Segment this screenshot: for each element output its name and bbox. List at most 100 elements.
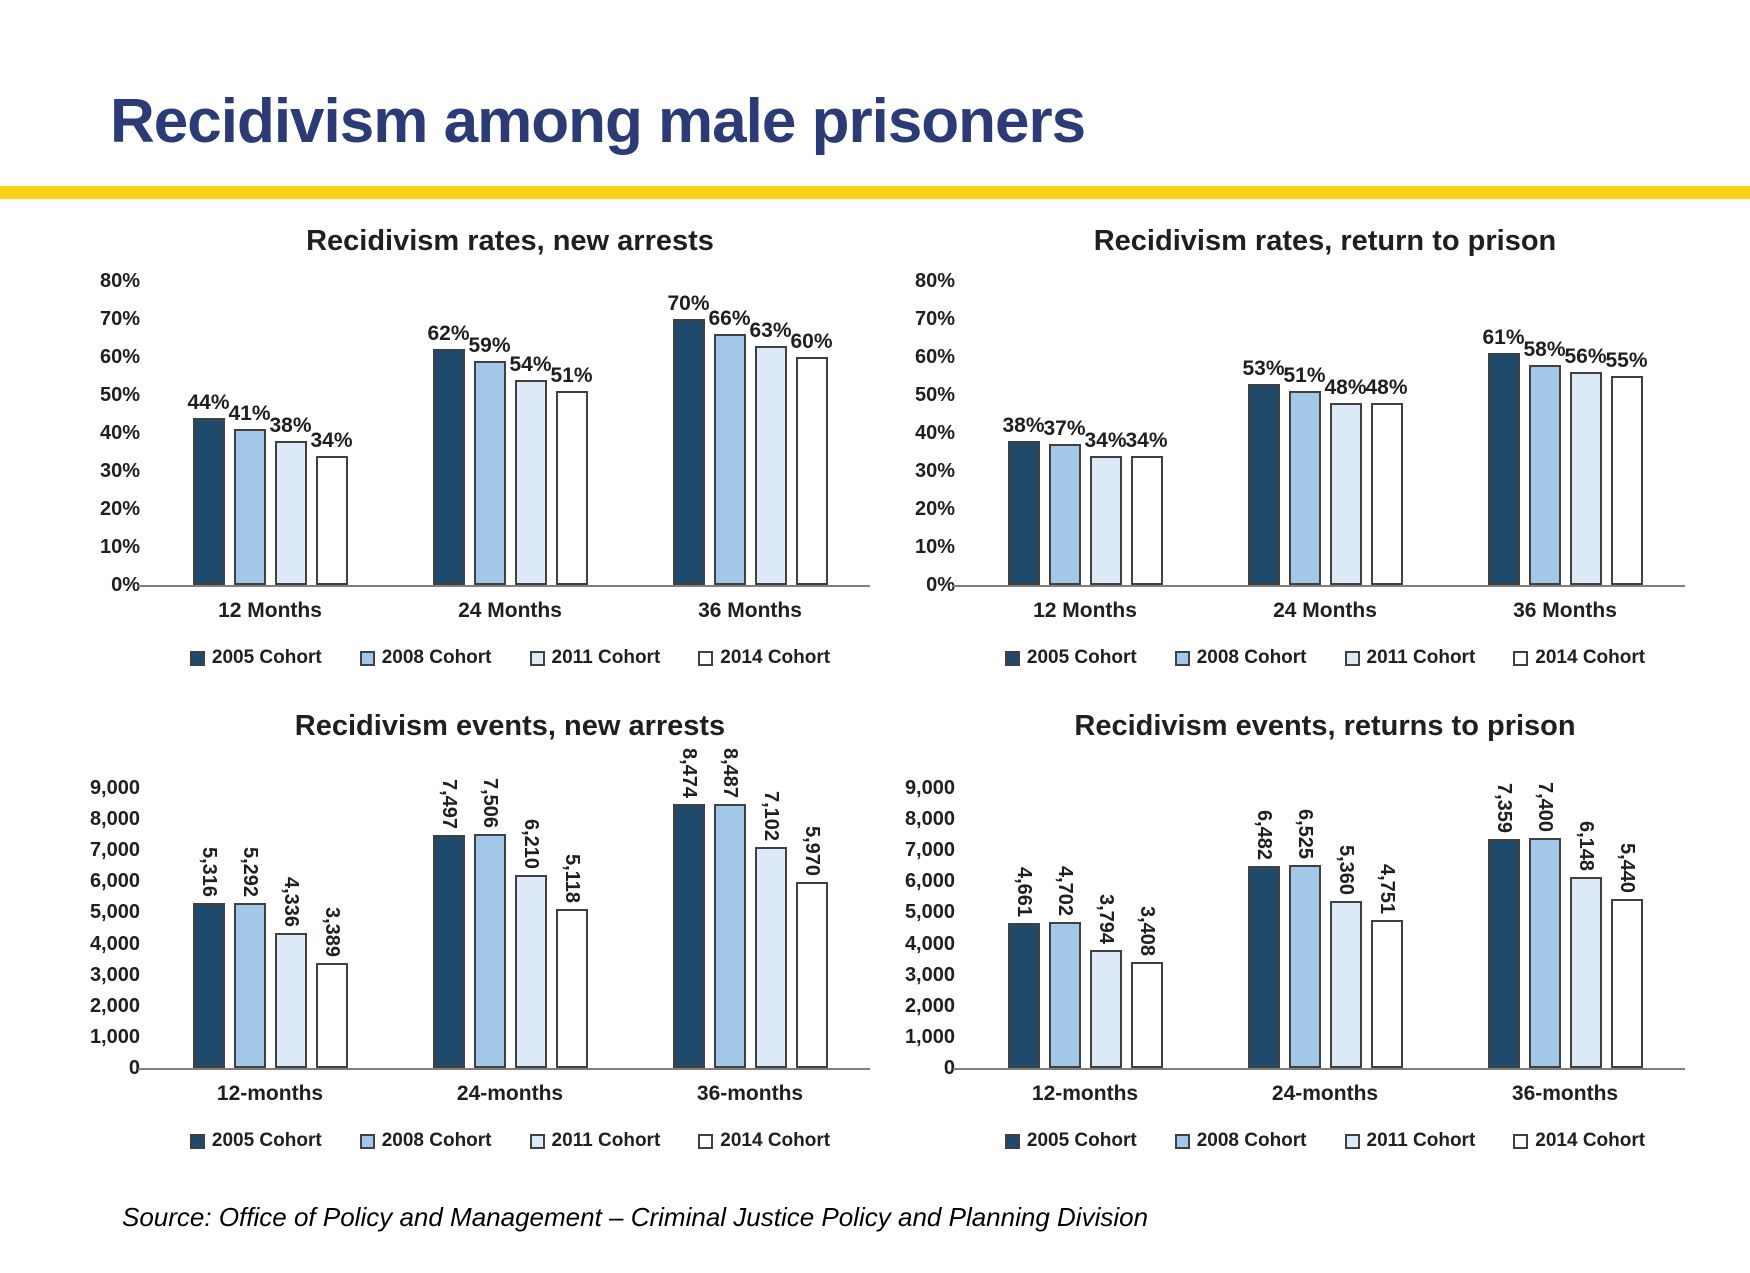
bar-group: 61% 58% 56% 55%	[1482, 281, 1648, 585]
bar-group: 5,316 5,292 4,336 3,389	[192, 788, 348, 1068]
bar: 41%	[228, 402, 271, 585]
legend-item: 2011 Cohort	[529, 1130, 660, 1152]
bar-group: 4,661 4,702 3,794 3,408	[1007, 788, 1163, 1068]
bar-value-label: 59%	[468, 334, 511, 357]
category-label: 24 Months	[458, 599, 562, 622]
y-tick-label: 2,000	[89, 994, 140, 1017]
bar-value-label: 41%	[228, 402, 271, 425]
bar-value-label: 3,794	[1095, 893, 1117, 944]
bar-group: 7,497 7,506 6,210 5,118	[432, 778, 588, 1068]
bar-value-label: 8,487	[719, 747, 741, 798]
bar: 70%	[667, 292, 710, 585]
legend-label: 2008 Cohort	[1196, 647, 1307, 668]
legend-item: 2014 Cohort	[698, 647, 830, 669]
bar: 37%	[1043, 417, 1086, 585]
bar-group: 44% 41% 38% 34%	[187, 281, 353, 585]
bar: 6,482	[1247, 810, 1280, 1068]
bar-value-label: 5,360	[1335, 844, 1357, 895]
bar: 5,440	[1610, 843, 1643, 1068]
bar-value-label: 62%	[427, 322, 470, 345]
y-tick-label: 3,000	[904, 963, 955, 986]
bar: 6,148	[1569, 821, 1602, 1068]
bar: 60%	[790, 330, 833, 585]
legend-label: 2008 Cohort	[381, 647, 492, 668]
bar-value-label: 56%	[1564, 345, 1607, 368]
x-axis-line	[953, 585, 1685, 587]
bar-value-label: 63%	[749, 319, 792, 342]
category-label: 12-months	[216, 1082, 324, 1105]
bar-value-label: 6,525	[1294, 808, 1316, 859]
bar-value-label: 5,316	[198, 846, 220, 897]
category-label: 24 Months	[1273, 599, 1377, 622]
bar: 34%	[1125, 429, 1168, 585]
y-tick-label: 50%	[914, 384, 955, 406]
y-tick-label: 3,000	[89, 963, 140, 986]
bar: 5,292	[233, 847, 266, 1068]
bar: 61%	[1482, 326, 1525, 585]
page-title: Recidivism among male prisoners	[110, 87, 1086, 156]
bar: 4,751	[1370, 864, 1403, 1068]
category-label: 36-months	[696, 1082, 804, 1105]
bar-value-label: 54%	[509, 353, 552, 376]
bar: 54%	[509, 353, 552, 585]
legend-label: 2005 Cohort	[211, 647, 322, 668]
legend-item: 2005 Cohort	[1004, 1130, 1137, 1152]
bar-value-label: 44%	[187, 391, 230, 414]
legend-swatch	[1344, 650, 1360, 666]
y-tick-label: 6,000	[904, 870, 955, 893]
bar-value-label: 4,751	[1376, 863, 1398, 914]
legend-item: 2008 Cohort	[359, 1130, 492, 1152]
bar: 63%	[749, 319, 792, 585]
y-tick-label: 70%	[914, 308, 955, 330]
category-label: 36 Months	[1513, 599, 1617, 622]
bar: 53%	[1242, 357, 1285, 585]
y-tick-label: 4,000	[904, 932, 955, 955]
bar-value-label: 8,474	[678, 747, 700, 798]
y-tick-label: 5,000	[904, 901, 955, 924]
bar: 7,506	[473, 778, 506, 1068]
legend-swatch	[1344, 1133, 1360, 1149]
bar: 7,102	[754, 791, 787, 1068]
legend-item: 2008 Cohort	[359, 647, 492, 669]
legend-swatch	[698, 1133, 714, 1149]
legend-swatch	[189, 650, 205, 666]
bar-value-label: 5,292	[239, 846, 261, 897]
legend-swatch	[359, 650, 375, 666]
legend-swatch	[1513, 650, 1529, 666]
legend-label: 2011 Cohort	[1366, 647, 1476, 668]
bar-value-label: 5,970	[801, 825, 823, 876]
bar: 4,702	[1048, 866, 1081, 1068]
y-tick-label: 20%	[914, 498, 955, 520]
legend-item: 2005 Cohort	[189, 647, 322, 669]
bar-value-label: 38%	[269, 414, 312, 437]
bar: 3,794	[1089, 894, 1122, 1068]
y-tick-label: 30%	[914, 460, 955, 482]
bar: 7,359	[1487, 783, 1520, 1068]
bar-value-label: 7,359	[1493, 782, 1515, 833]
bar: 5,118	[555, 854, 588, 1068]
bar-value-label: 38%	[1002, 414, 1045, 437]
legend-swatch	[1004, 1133, 1020, 1149]
y-tick-label: 30%	[99, 460, 140, 482]
bar-value-label: 70%	[667, 292, 710, 315]
bar-value-label: 48%	[1324, 376, 1367, 399]
bar: 4,336	[274, 877, 307, 1068]
bar: 5,316	[192, 847, 225, 1068]
category-label: 36 Months	[698, 599, 802, 622]
y-tick-label: 0%	[926, 574, 955, 596]
legend-swatch	[698, 650, 714, 666]
bar: 6,525	[1288, 809, 1321, 1068]
bar: 58%	[1523, 338, 1566, 585]
category-label: 36-months	[1511, 1082, 1619, 1105]
bar: 8,487	[713, 748, 746, 1068]
divider-bar	[0, 186, 1750, 199]
bar: 34%	[1084, 429, 1127, 585]
legend-label: 2005 Cohort	[1026, 647, 1137, 668]
bar-value-label: 34%	[1084, 429, 1127, 452]
bar-value-label: 37%	[1043, 417, 1086, 440]
chart-title: Recidivism rates, return to prison	[1093, 225, 1557, 257]
bar: 62%	[427, 322, 470, 585]
y-tick-label: 70%	[99, 308, 140, 330]
legend-label: 2005 Cohort	[211, 1130, 322, 1151]
